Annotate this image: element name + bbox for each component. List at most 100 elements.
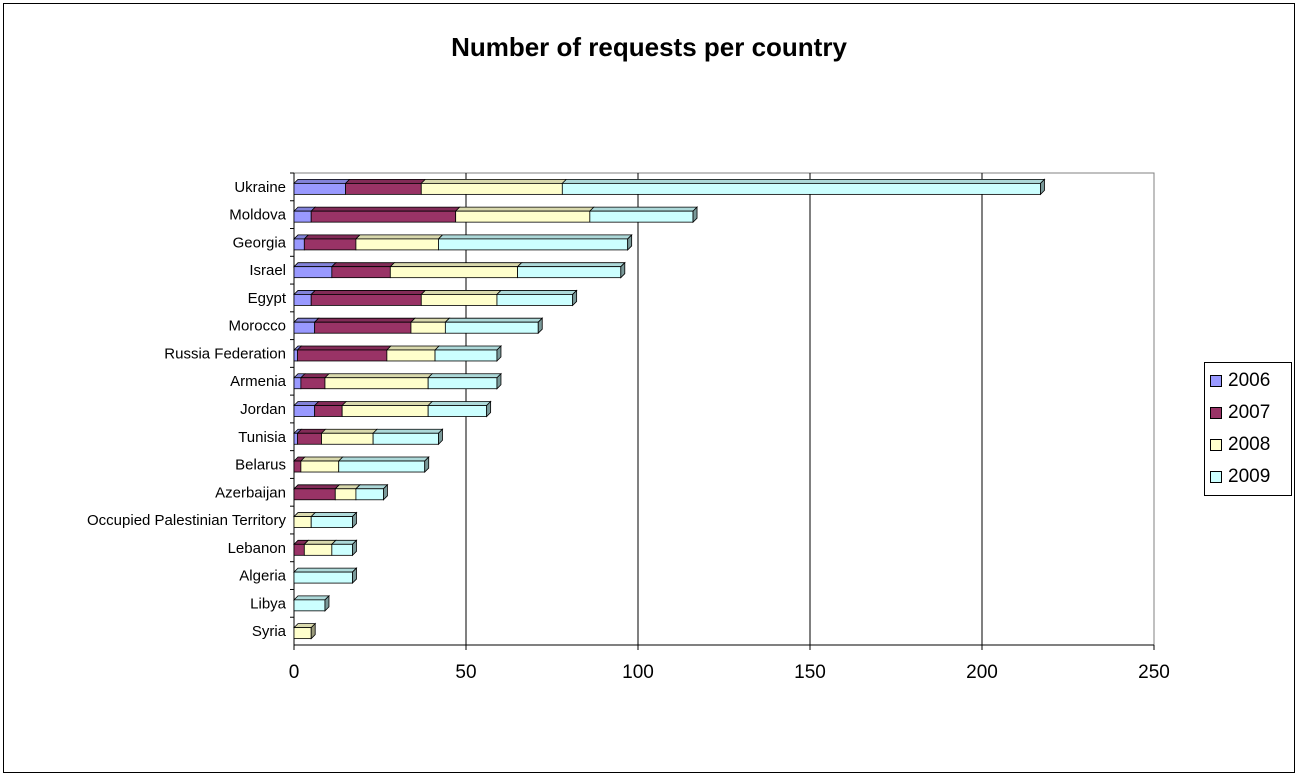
bar-segment-2006 (293, 238, 305, 251)
bar-end-face (352, 511, 357, 529)
chart-legend: 2006 2007 2008 2009 (1204, 362, 1292, 496)
bar-segment-2007 (345, 182, 422, 195)
y-tick-label: Lebanon (228, 540, 286, 557)
y-tick-label: Armenia (230, 373, 287, 390)
bar-segment-2009 (589, 210, 694, 223)
bar-segment-2008 (386, 349, 436, 362)
bar-segment-2009 (310, 516, 353, 528)
bar-end-face (692, 206, 698, 224)
bar-segment-2007 (314, 321, 412, 334)
bar-segment-top-2007 (299, 373, 330, 379)
bar-end-face (627, 233, 633, 251)
chart-title: Number of requests per country (451, 32, 847, 62)
bar-segment-top-2008 (420, 290, 502, 295)
bar-end-face (1040, 178, 1045, 196)
x-tick-label: 150 (794, 662, 826, 683)
bar-segment-top-2006 (293, 262, 337, 268)
bar-segment-2008 (420, 182, 563, 195)
bar-end-face (352, 567, 357, 585)
bar-segment-top-2009 (437, 234, 633, 240)
y-tick-label: Moldova (229, 207, 286, 224)
bar-segment-2008 (455, 210, 591, 223)
bar-segment-top-2009 (310, 512, 358, 517)
y-tick-label: Tunisia (238, 429, 286, 446)
bar-end-face (572, 289, 578, 307)
bar-segment-2006 (293, 405, 316, 417)
y-tick-label: Morocco (228, 318, 286, 335)
bar-segment-top-2007 (310, 290, 427, 295)
bar-segment-top-2007 (293, 484, 341, 490)
bar-segment-2008 (293, 627, 312, 640)
bar-segment-top-2009 (427, 373, 502, 379)
bar-segment-top-2009 (495, 290, 578, 295)
bar-segment-top-2007 (313, 317, 416, 323)
legend-item-2007: 2007 (1205, 397, 1291, 429)
bar-segment-top-2009 (434, 345, 502, 351)
bar-segment-top-2008 (320, 428, 379, 434)
bar-segment-top-2009 (561, 178, 1046, 184)
bar-segment-2009 (427, 405, 488, 417)
legend-label: 2007 (1228, 402, 1271, 423)
bar-segment-top-2008 (303, 539, 337, 545)
y-tick-label: Algeria (239, 568, 286, 585)
y-tick-label: Egypt (248, 290, 287, 307)
x-tick-label: 100 (622, 662, 654, 683)
bar-segment-2006 (293, 294, 312, 306)
bar-segment-2007 (293, 488, 336, 501)
bar-segment-top-2009 (444, 317, 544, 323)
legend-swatch (1210, 375, 1222, 387)
bar-segment-top-2008 (299, 456, 344, 462)
bar-segment-top-2008 (420, 178, 568, 184)
legend-item-2008: 2008 (1205, 429, 1291, 461)
bar-segment-top-2009 (427, 401, 492, 406)
legend-swatch (1210, 439, 1222, 451)
bar-segment-2008 (420, 294, 498, 306)
bar-segment-top-2007 (344, 178, 427, 184)
bar-segment-2008 (341, 405, 429, 417)
bar-segment-top-2007 (313, 401, 348, 406)
bar-segment-2009 (355, 488, 384, 501)
y-tick-label: Israel (249, 262, 286, 279)
bar-segment-top-2008 (385, 345, 441, 351)
bar-segment-2009 (293, 571, 353, 584)
legend-label: 2006 (1228, 370, 1271, 391)
bar-segment-2008 (410, 321, 446, 334)
bar-end-face (310, 622, 316, 640)
bar-segment-2007 (300, 377, 326, 390)
legend-item-2009: 2009 (1205, 461, 1291, 493)
bar-segment-2007 (310, 210, 457, 223)
bar-segment-top-2007 (330, 262, 396, 268)
x-tick-label: 200 (966, 662, 998, 683)
bar-segment-2008 (300, 460, 340, 473)
bar-segment-2006 (293, 377, 302, 390)
bar-end-face (324, 594, 330, 612)
bar-segment-top-2007 (303, 234, 361, 240)
y-tick-label: Russia Federation (164, 345, 286, 362)
bar-segment-2008 (389, 266, 519, 279)
bar-segment-2009 (438, 238, 629, 251)
bar-segment-2009 (444, 321, 539, 334)
y-tick-label: Syria (252, 623, 287, 640)
x-tick-label: 0 (289, 662, 300, 683)
bar-segment-top-2009 (588, 206, 699, 212)
bar-segment-2009 (293, 599, 326, 612)
y-tick-label: Occupied Palestinian Territory (87, 512, 286, 529)
bar-end-face (424, 456, 430, 473)
bar-segment-2009 (496, 294, 574, 306)
bar-segment-2009 (331, 543, 353, 556)
bar-segment-2006 (293, 266, 333, 279)
bar-segment-top-2008 (354, 234, 444, 240)
bar-segment-2009 (517, 266, 622, 279)
bar-segment-2006 (293, 182, 346, 195)
bar-segment-2006 (293, 321, 316, 334)
legend-label: 2008 (1228, 434, 1271, 455)
bar-segment-top-2007 (296, 345, 392, 351)
legend-item-2006: 2006 (1205, 365, 1291, 397)
bar-end-face (537, 317, 543, 335)
bar-segment-top-2008 (323, 373, 434, 379)
bar-segment-2007 (310, 294, 422, 306)
bar-segment-2009 (434, 349, 498, 362)
bar-segment-2008 (334, 488, 357, 501)
bar-end-face (352, 539, 357, 557)
legend-label: 2009 (1228, 466, 1271, 487)
